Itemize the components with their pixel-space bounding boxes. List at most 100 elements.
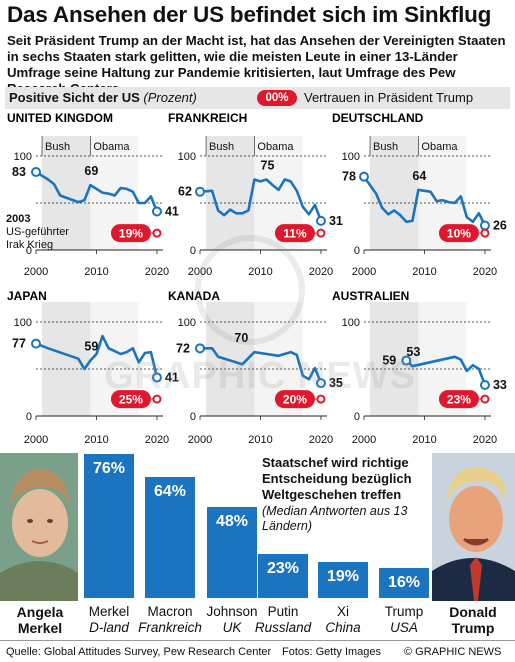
x-tick-label: 2020 — [473, 434, 497, 446]
data-label: 78 — [342, 170, 356, 184]
trump-confidence-point — [152, 228, 162, 238]
data-label: 75 — [261, 159, 275, 173]
trump-name: Donald Trump — [433, 604, 513, 636]
trump-confidence-point — [316, 394, 326, 404]
trump-photo — [432, 453, 515, 601]
data-label: 26 — [493, 219, 507, 233]
line-charts: Bush Obama 100 0 2000 2010 2020 UNITED KINGDOM 8… — [6, 111, 507, 446]
panel-title: FRANKREICH — [168, 111, 247, 125]
y-tick-label: 0 — [26, 411, 32, 423]
x-tick-label: 2000 — [352, 434, 376, 446]
panel-title: DEUTSCHLAND — [332, 111, 424, 125]
x-tick-label: 2010 — [84, 266, 108, 278]
era-label-bush: Bush — [373, 141, 398, 153]
bar-putin — [258, 554, 308, 598]
bar-value-label: 19% — [326, 568, 360, 585]
bar-leader-name: Putin — [267, 604, 299, 619]
legend-title: Positive Sicht der US (Prozent) — [9, 90, 197, 105]
bar-leader-name: Johnson — [206, 604, 258, 619]
bar-merkel — [84, 454, 134, 598]
bar-xi — [318, 562, 368, 598]
x-tick-label: 2010 — [412, 266, 436, 278]
trump-confidence-label: 23% — [447, 393, 471, 407]
y-tick-label: 0 — [354, 245, 360, 257]
data-label: 53 — [406, 345, 420, 359]
series-point — [151, 372, 162, 383]
y-tick-label: 100 — [178, 317, 196, 329]
y-tick-label: 0 — [190, 411, 196, 423]
legend-title-text: Positive Sicht der US — [9, 90, 140, 105]
bars-subtitle: (Median Antworten aus 13 Ländern) — [262, 504, 408, 533]
y-tick-label: 100 — [14, 151, 32, 163]
bar-country-name: D-land — [89, 620, 129, 635]
series-line — [405, 355, 487, 386]
x-tick-label: 2010 — [248, 266, 272, 278]
era-label-bush: Bush — [209, 141, 234, 153]
footer-brand: © GRAPHIC NEWS — [404, 646, 502, 658]
merkel-name: Angela Merkel — [2, 604, 78, 636]
y-tick-label: 0 — [190, 245, 196, 257]
trump-confidence-point — [316, 228, 326, 238]
series-line — [362, 175, 487, 227]
trump-confidence-pill — [274, 390, 315, 409]
trump-confidence-point — [152, 394, 162, 404]
data-label: 69 — [84, 164, 98, 178]
series-point — [315, 378, 326, 389]
data-label: 59 — [382, 354, 396, 368]
trump-confidence-pill — [438, 224, 479, 243]
bar-category-label: Putin Russland — [250, 604, 316, 636]
annotation-year: 2003 — [6, 213, 30, 225]
x-tick-label: 2020 — [309, 266, 333, 278]
data-label: 77 — [12, 337, 26, 351]
x-tick-label: 2020 — [145, 266, 169, 278]
y-tick-label: 0 — [26, 245, 32, 257]
trump-confidence-label: 11% — [283, 227, 307, 241]
data-label: 41 — [165, 204, 179, 218]
y-tick-label: 100 — [178, 151, 196, 163]
bar-country-name: UK — [222, 620, 242, 635]
era-label-obama: Obama — [257, 141, 294, 153]
x-tick-label: 2020 — [473, 266, 497, 278]
series-line — [35, 334, 159, 378]
series-line — [35, 170, 159, 212]
trump-confidence-label: 20% — [283, 393, 307, 407]
data-label: 59 — [84, 340, 98, 354]
bar-value-label: 16% — [387, 573, 421, 591]
trump-confidence-label: 10% — [447, 227, 471, 241]
bar-johnson — [207, 507, 257, 598]
bars-title: Staatschef wird richtige Entscheidung be… — [262, 455, 412, 502]
panel-title: UNITED KINGDOM — [7, 111, 113, 125]
bar-leader-name: Trump — [384, 604, 424, 619]
trump-portrait-icon — [432, 453, 515, 601]
era-bush-shade — [370, 136, 419, 250]
bar-leader-name: Merkel — [88, 604, 130, 619]
bar-value-label: 76% — [92, 460, 126, 477]
trump-confidence-point — [480, 394, 490, 404]
data-label: 70 — [234, 331, 248, 345]
legend-pill: 00% — [257, 90, 297, 106]
series-point — [359, 171, 369, 182]
era-label-obama: Obama — [421, 141, 458, 153]
x-tick-label: 2000 — [24, 266, 48, 278]
data-label: 35 — [329, 376, 343, 390]
series-point — [31, 338, 41, 349]
era-label-bush: Bush — [45, 141, 70, 153]
bar-country-name: Frankreich — [138, 620, 202, 635]
series-point — [401, 355, 412, 366]
data-label: 72 — [176, 341, 190, 355]
bar-category-label: Macron Frankreich — [137, 604, 203, 636]
series-line — [200, 347, 323, 384]
x-tick-label: 2020 — [309, 434, 333, 446]
trump-name-last: Trump — [451, 620, 495, 636]
series-point — [151, 206, 162, 217]
footer: Quelle: Global Attitudes Survey, Pew Res… — [0, 640, 515, 662]
legend-bar: Positive Sicht der US (Prozent) 00% Vert… — [5, 87, 510, 109]
data-label: 33 — [493, 378, 507, 392]
bar-category-label: Johnson UK — [199, 604, 265, 636]
panel-title: JAPAN — [7, 289, 47, 303]
x-tick-label: 2010 — [84, 434, 108, 446]
y-tick-label: 100 — [342, 151, 360, 163]
era-bush-shade — [42, 136, 91, 250]
legend-pill-label: Vertrauen in Präsident Trump — [304, 90, 474, 105]
